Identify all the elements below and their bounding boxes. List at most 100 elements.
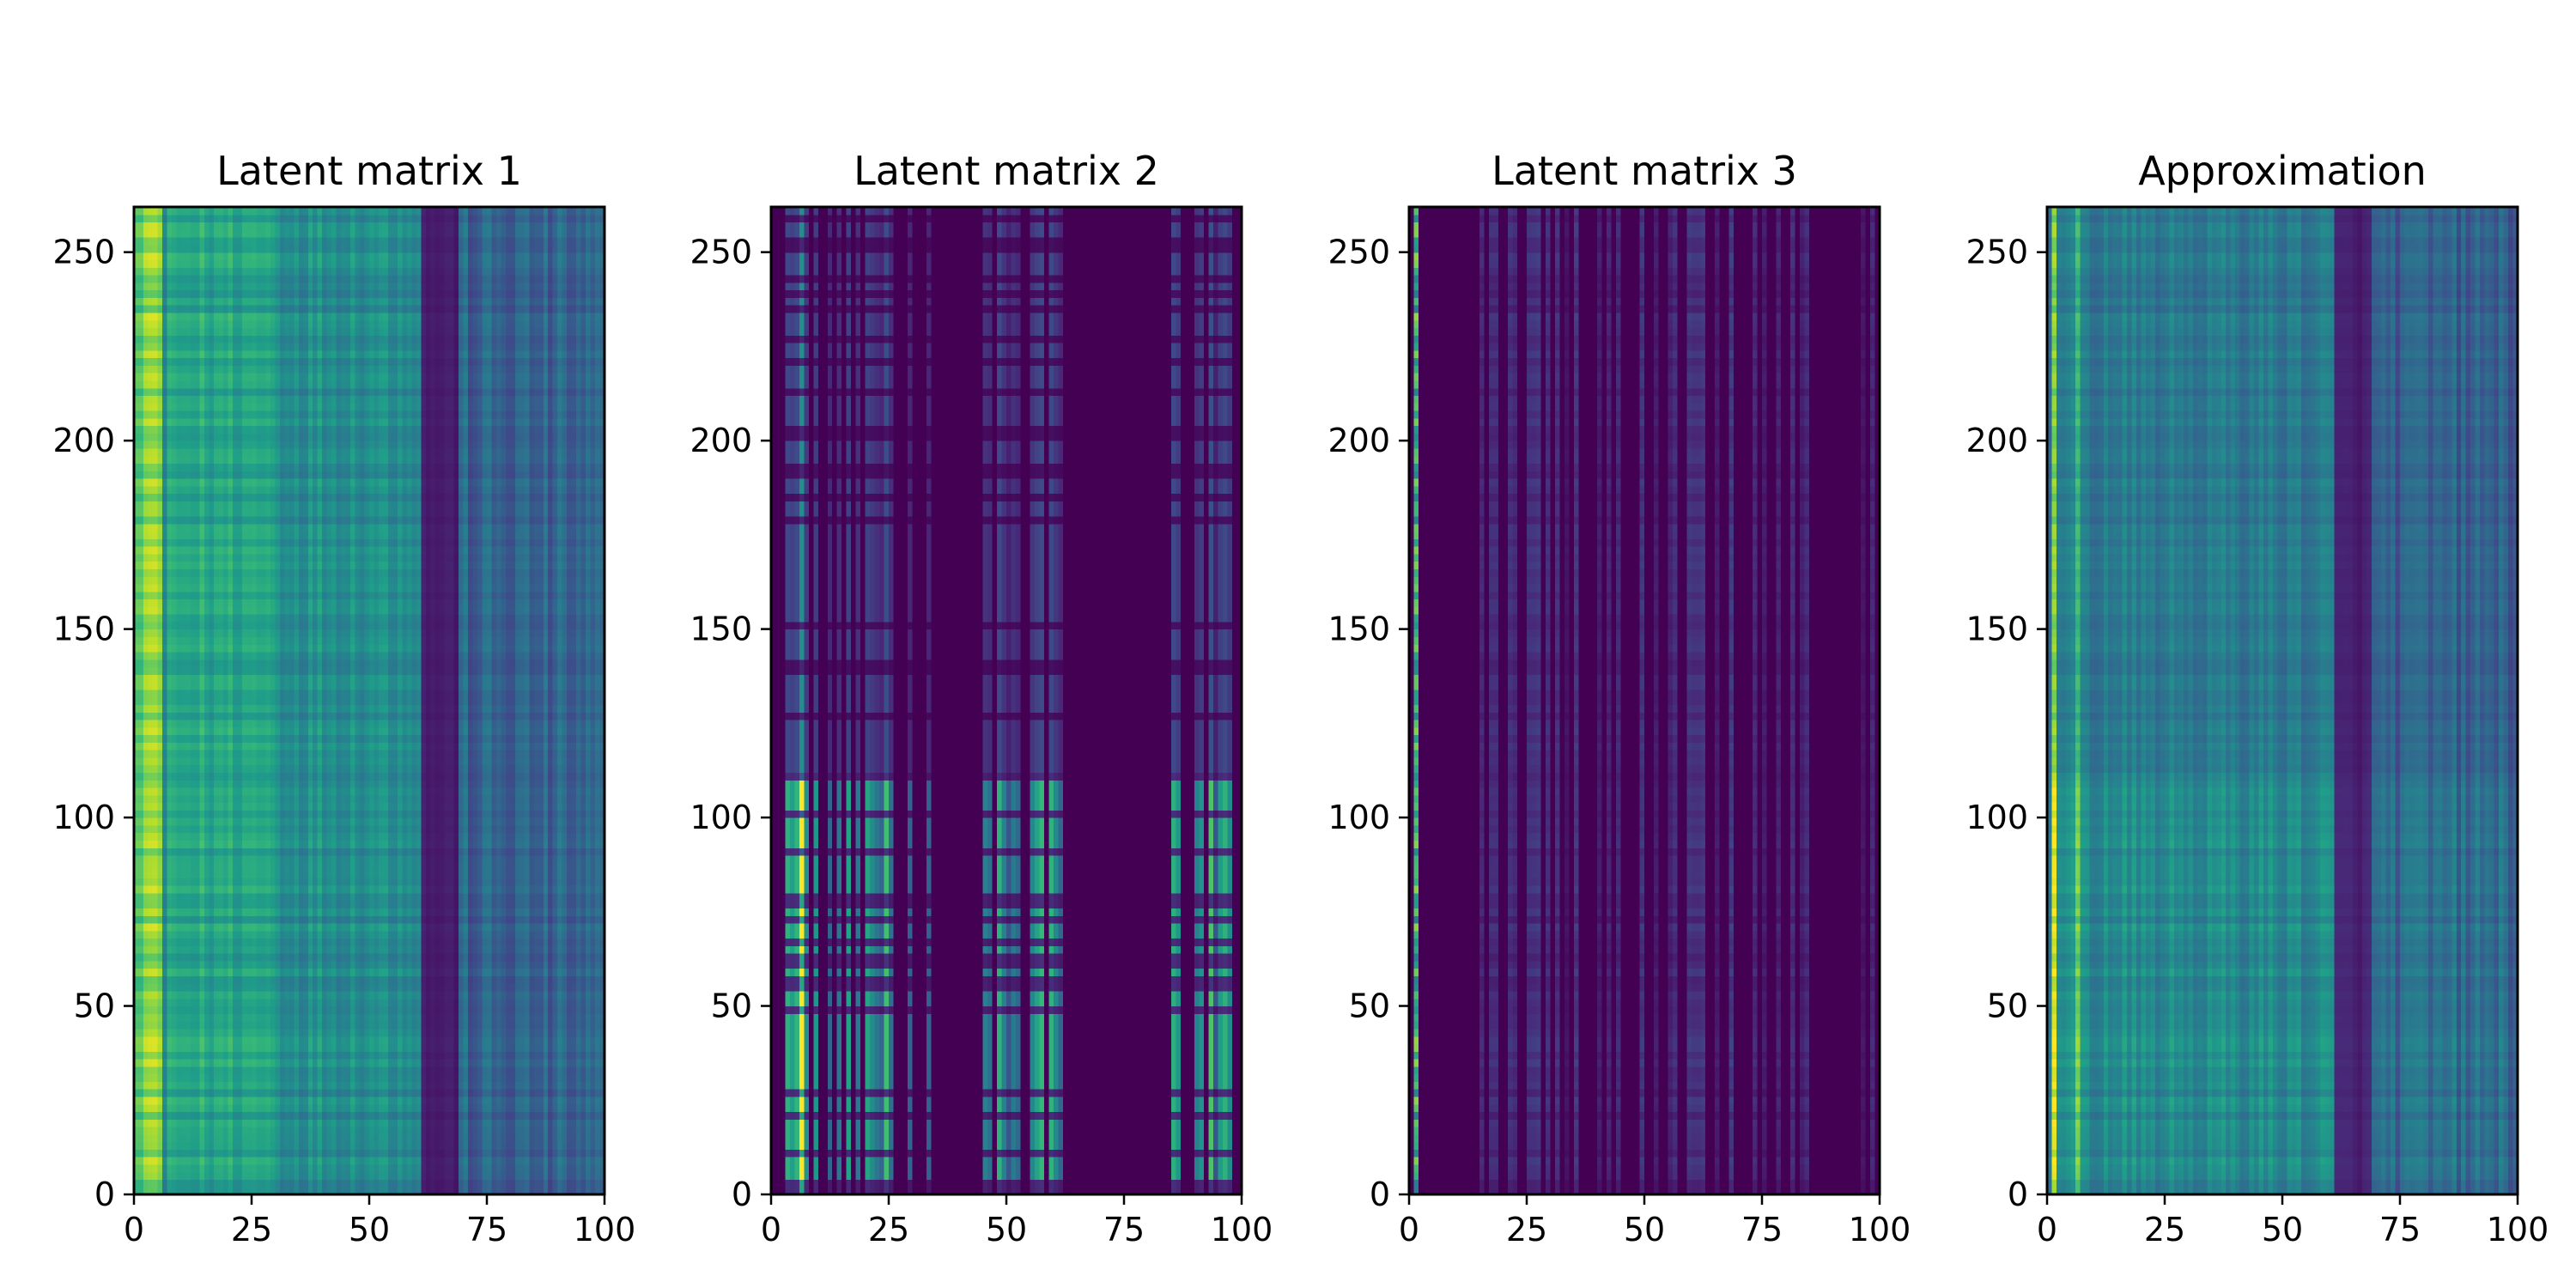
heatmap-cell [252,410,257,418]
heatmap-cell [242,584,247,592]
heatmap-cell [195,350,200,358]
heatmap-cell [143,712,149,720]
heatmap-cell [176,727,181,735]
heatmap-cell [185,1149,191,1157]
heatmap-cell [162,622,167,629]
heatmap-cell [242,259,247,267]
heatmap-cell [200,275,205,283]
heatmap-cell [233,1179,238,1187]
heatmap-cell [138,305,143,313]
heatmap-cell [200,908,205,915]
heatmap-cell [228,817,234,825]
heatmap-cell [200,1172,205,1180]
heatmap-cell [233,915,238,923]
heatmap-cell [247,878,252,885]
heatmap-cell [148,478,153,486]
heatmap-cell [138,901,143,908]
heatmap-cell [238,901,243,908]
heatmap-cell [219,961,224,969]
heatmap-cell [148,1179,153,1187]
heatmap-cell [167,1179,172,1187]
heatmap-cell [233,871,238,878]
heatmap-cell [185,833,191,841]
heatmap-cell [238,871,243,878]
heatmap-cell [219,313,224,320]
heatmap-cell [228,780,234,787]
heatmap-cell [214,1142,219,1150]
heatmap-cell [138,365,143,373]
heatmap-cell [162,727,167,735]
heatmap-cell [261,1006,266,1014]
heatmap-cell [256,327,261,335]
heatmap-cell [195,1059,200,1066]
heatmap-cell [219,215,224,222]
heatmap-cell [153,1119,158,1127]
heatmap-cell [143,554,149,562]
heatmap-cell [185,961,191,969]
heatmap-cell [238,395,243,403]
heatmap-cell [143,275,149,283]
heatmap-cell [167,712,172,720]
heatmap-cell [172,245,177,252]
heatmap-cell [204,267,210,275]
heatmap-cell [181,1127,186,1134]
heatmap-cell [148,283,153,290]
heatmap-cell [256,780,261,787]
heatmap-cell [148,939,153,946]
heatmap-cell [185,848,191,855]
heatmap-cell [223,795,228,803]
heatmap-cell [172,380,177,388]
heatmap-cell [247,568,252,576]
heatmap-cell [181,953,186,961]
heatmap-cell [143,1142,149,1150]
heatmap-cell [195,448,200,456]
heatmap-cell [204,546,210,554]
heatmap-cell [143,795,149,803]
heatmap-cell [185,931,191,939]
heatmap-cell [233,471,238,478]
heatmap-cell [204,1127,210,1134]
heatmap-cell [200,1051,205,1059]
heatmap-cell [153,335,158,343]
heatmap-cell [242,750,247,757]
heatmap-cell [148,388,153,396]
heatmap-cell [195,440,200,448]
heatmap-cell [176,410,181,418]
heatmap-cell [261,1179,266,1187]
heatmap-cell [223,931,228,939]
heatmap-cell [162,1134,167,1142]
heatmap-cell [181,508,186,516]
heatmap-cell [181,418,186,426]
heatmap-cell [195,833,200,841]
heatmap-cell [172,305,177,313]
heatmap-cell [252,433,257,440]
heatmap-cell [176,833,181,841]
heatmap-cell [185,939,191,946]
heatmap-cell [153,961,158,969]
heatmap-cell [167,478,172,486]
heatmap-cell [167,697,172,705]
heatmap-cell [204,410,210,418]
heatmap-cell [204,471,210,478]
heatmap-cell [185,290,191,298]
heatmap-cell [195,1029,200,1036]
heatmap-cell [143,704,149,712]
heatmap-cell [157,1059,162,1066]
heatmap-cell [233,840,238,848]
heatmap-cell [195,953,200,961]
heatmap-cell [214,1097,219,1104]
heatmap-cell [157,885,162,893]
heatmap-cell [172,237,177,245]
heatmap-cell [252,320,257,328]
heatmap-cell [223,1179,228,1187]
heatmap-cell [153,259,158,267]
heatmap-cell [242,388,247,396]
heatmap-cell [167,463,172,471]
heatmap-cell [162,667,167,675]
heatmap-cell [242,787,247,795]
heatmap-cell [204,1097,210,1104]
heatmap-cell [219,750,224,757]
heatmap-cell [252,1059,257,1066]
heatmap-cell [214,562,219,569]
heatmap-cell [238,1051,243,1059]
